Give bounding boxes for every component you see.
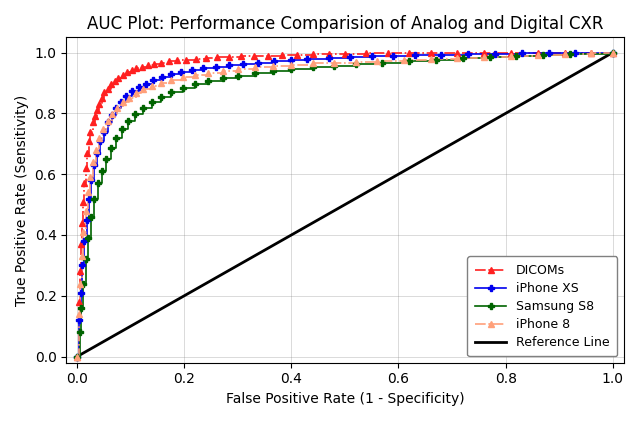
Y-axis label: True Positive Rate (Sensitivity): True Positive Rate (Sensitivity) <box>15 94 29 306</box>
X-axis label: False Positive Rate (1 - Specificity): False Positive Rate (1 - Specificity) <box>225 392 464 406</box>
Legend: DICOMs, iPhone XS, Samsung S8, iPhone 8, Reference Line: DICOMs, iPhone XS, Samsung S8, iPhone 8,… <box>467 256 618 357</box>
Title: AUC Plot: Performance Comparision of Analog and Digital CXR: AUC Plot: Performance Comparision of Ana… <box>86 15 603 33</box>
